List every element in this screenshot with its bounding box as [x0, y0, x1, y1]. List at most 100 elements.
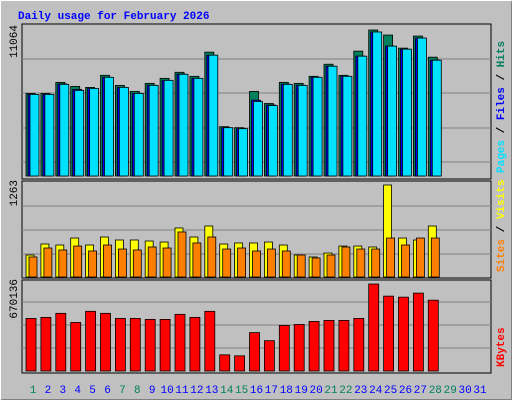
x-tick-label: 6 [104, 385, 111, 397]
bar [323, 320, 335, 372]
bar [58, 249, 68, 278]
bar [237, 247, 247, 278]
x-tick-label: 17 [265, 385, 278, 397]
bar [29, 94, 40, 177]
y-tick-label: 1263 [9, 180, 21, 206]
bar [55, 312, 67, 372]
x-tick-label: 29 [444, 385, 457, 397]
bar [296, 254, 306, 278]
bar [267, 105, 278, 177]
bar [129, 317, 141, 372]
legend-separator: / [496, 219, 508, 239]
x-tick-label: 11 [175, 385, 189, 397]
bar [398, 296, 409, 372]
bar [118, 248, 127, 278]
bar [263, 340, 275, 372]
bar [372, 31, 383, 177]
legend-separator: / [496, 67, 508, 87]
x-tick-label: 20 [309, 385, 322, 397]
bar [148, 84, 159, 177]
bar [144, 319, 156, 372]
bar [401, 244, 410, 278]
x-tick-label: 22 [339, 385, 352, 397]
bar [193, 77, 204, 177]
x-tick-label: 28 [429, 385, 442, 397]
bar [40, 316, 52, 372]
x-tick-label: 1 [30, 385, 37, 397]
bar [253, 101, 263, 177]
bar [204, 310, 216, 372]
bar [338, 320, 350, 372]
x-tick-label: 31 [473, 385, 487, 397]
bar [104, 76, 114, 177]
bar [222, 248, 232, 278]
chart-title: Daily usage for February 2026 [18, 11, 209, 23]
bar [189, 316, 201, 372]
x-tick-label: 14 [220, 385, 234, 397]
bar [43, 247, 53, 278]
bar [326, 254, 336, 278]
bar [178, 73, 189, 177]
x-tick-label: 7 [119, 385, 126, 397]
bar [88, 250, 97, 278]
bar [353, 317, 365, 372]
bar [368, 283, 380, 372]
x-tick-label: 24 [369, 385, 383, 397]
legend-entry: Pages [496, 140, 508, 173]
x-tick-label: 21 [324, 385, 338, 397]
bar [371, 248, 381, 278]
x-tick-label: 27 [414, 385, 427, 397]
bar [119, 87, 129, 177]
bar [133, 93, 144, 177]
bar [312, 76, 323, 177]
bar [74, 90, 85, 177]
bar [387, 45, 398, 177]
bar [311, 257, 321, 278]
bar [103, 244, 112, 278]
x-tick-label: 15 [235, 385, 248, 397]
bar [431, 59, 442, 177]
bar [177, 231, 187, 278]
legend-entry: KBytes [496, 327, 508, 367]
bar [356, 248, 366, 278]
bar [252, 250, 261, 278]
x-tick-label: 19 [295, 385, 308, 397]
legend-entry: Visits [496, 180, 508, 220]
legend-entry: Hits [496, 41, 508, 67]
bar [70, 322, 82, 372]
bar [297, 84, 308, 177]
bar [402, 48, 412, 177]
bar [415, 237, 425, 278]
x-tick-label: 5 [89, 385, 96, 397]
legend: Sites / Visits [496, 180, 508, 272]
y-tick-label: 11064 [9, 25, 21, 58]
bar [147, 246, 157, 278]
x-tick-label: 12 [190, 385, 203, 397]
legend-entry: Sites [496, 239, 508, 272]
x-tick-label: 3 [59, 385, 66, 397]
bar [59, 83, 70, 177]
x-tick-label: 26 [399, 385, 412, 397]
x-tick-label: 9 [149, 385, 156, 397]
bar [162, 247, 172, 278]
x-tick-label: 25 [384, 385, 397, 397]
bar [115, 317, 126, 372]
x-tick-label: 8 [134, 385, 141, 397]
bar [174, 313, 186, 372]
legend: KBytes [496, 327, 508, 367]
bar [132, 249, 142, 278]
bar [266, 248, 276, 278]
bar [73, 245, 83, 278]
bar [85, 310, 96, 372]
bar [223, 127, 234, 177]
x-tick-label: 2 [45, 385, 52, 397]
bar [159, 319, 171, 372]
x-tick-label: 10 [160, 385, 173, 397]
x-tick-label: 16 [250, 385, 263, 397]
bar [163, 79, 174, 177]
legend: Pages / Files / Hits [496, 41, 508, 173]
bar [25, 317, 37, 372]
bar [219, 354, 231, 372]
